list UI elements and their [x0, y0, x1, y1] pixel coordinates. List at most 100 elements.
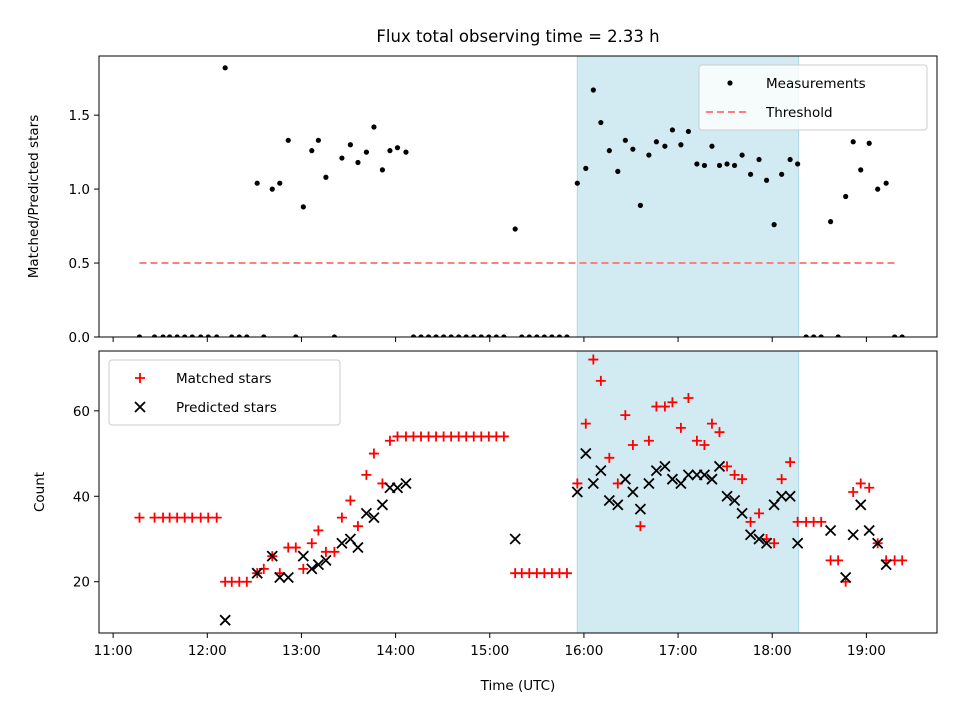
data-point — [779, 171, 785, 177]
data-point — [282, 571, 294, 584]
legend-marker — [134, 401, 146, 413]
data-point — [745, 516, 756, 527]
data-point — [574, 180, 580, 186]
data-point — [598, 119, 604, 126]
data-point — [410, 334, 417, 337]
data-point — [588, 354, 599, 365]
plot-frame — [98, 350, 938, 634]
data-point — [498, 431, 509, 442]
data-point — [828, 219, 834, 225]
data-point — [198, 334, 204, 337]
data-point — [701, 162, 708, 169]
data-point — [160, 334, 166, 337]
data-point — [151, 334, 158, 337]
data-point — [425, 334, 432, 337]
y-axis-label: Matched/Predicted stars — [26, 115, 42, 278]
data-point — [471, 334, 477, 337]
data-point — [744, 529, 757, 541]
data-point — [754, 508, 765, 519]
data-point — [254, 180, 260, 186]
legend: Measurements Threshold — [698, 64, 928, 131]
data-point — [604, 452, 615, 463]
data-point — [368, 511, 380, 524]
data-point — [583, 165, 589, 171]
data-point — [590, 87, 596, 93]
data-point — [795, 161, 801, 167]
data-point — [478, 334, 484, 337]
data-point — [880, 558, 892, 571]
data-point — [659, 401, 670, 412]
data-point — [620, 410, 631, 421]
data-point — [371, 124, 377, 130]
legend-box — [108, 359, 341, 426]
data-point — [675, 422, 686, 433]
data-point — [501, 334, 507, 337]
series-measurements — [136, 65, 905, 337]
data-point — [682, 469, 695, 481]
data-point — [352, 521, 363, 532]
data-point — [274, 571, 286, 584]
data-point — [182, 334, 188, 337]
legend-label: Measurements — [766, 76, 866, 92]
data-point — [376, 499, 389, 511]
y-tick-label: 0.5 — [69, 256, 90, 272]
data-point — [776, 490, 788, 502]
data-point — [776, 474, 787, 485]
data-point — [627, 486, 639, 498]
data-point — [760, 537, 773, 549]
data-point — [561, 568, 572, 579]
data-point — [659, 460, 671, 473]
data-point — [619, 473, 631, 485]
legend-label: Threshold — [765, 105, 833, 121]
data-point — [763, 177, 770, 183]
data-point — [167, 334, 173, 337]
legend-marker — [727, 80, 733, 86]
data-point — [236, 334, 242, 337]
data-point — [400, 477, 412, 490]
data-point — [329, 546, 340, 557]
x-tick-label: 18:00 — [753, 643, 792, 659]
data-point — [662, 143, 668, 149]
data-point — [391, 482, 404, 494]
legend: Matched stars Predicted stars — [108, 359, 341, 426]
data-point — [855, 499, 867, 511]
data-point — [669, 127, 676, 133]
x-tick-label: 16:00 — [564, 643, 603, 659]
data-point — [637, 202, 644, 208]
data-point — [872, 537, 884, 549]
data-point — [811, 334, 817, 337]
data-point — [331, 334, 337, 337]
data-point — [345, 495, 356, 506]
data-point — [709, 143, 715, 149]
data-point — [297, 550, 309, 562]
y-tick-label: 40 — [73, 489, 90, 505]
data-point — [848, 487, 859, 497]
y-axis-label: Count — [32, 472, 48, 512]
data-point — [564, 334, 570, 337]
data-point — [855, 478, 866, 489]
data-point — [136, 334, 143, 337]
data-point — [519, 334, 525, 337]
data-point — [683, 393, 694, 403]
data-point — [174, 334, 180, 337]
x-tick-label: 17:00 — [659, 643, 698, 659]
data-point — [418, 334, 424, 337]
y-tick-label: 20 — [73, 575, 90, 591]
data-point — [293, 334, 299, 337]
x-tick-label: 15:00 — [470, 643, 509, 659]
data-point — [650, 464, 663, 477]
data-point — [306, 538, 317, 549]
data-point — [336, 512, 347, 523]
plot-frame — [98, 55, 938, 338]
data-point — [347, 142, 353, 148]
data-point — [603, 494, 615, 507]
data-point — [784, 490, 796, 502]
data-point — [298, 563, 309, 574]
data-point — [277, 180, 283, 186]
panel-2: 11:00 12:00 13:00 14:00 15:00 16:00 17:00 18:00… — [32, 350, 938, 659]
data-point — [643, 435, 654, 446]
data-point — [320, 554, 332, 567]
data-point — [266, 550, 278, 562]
y-tick-label: 60 — [73, 404, 90, 420]
data-point — [864, 482, 875, 493]
